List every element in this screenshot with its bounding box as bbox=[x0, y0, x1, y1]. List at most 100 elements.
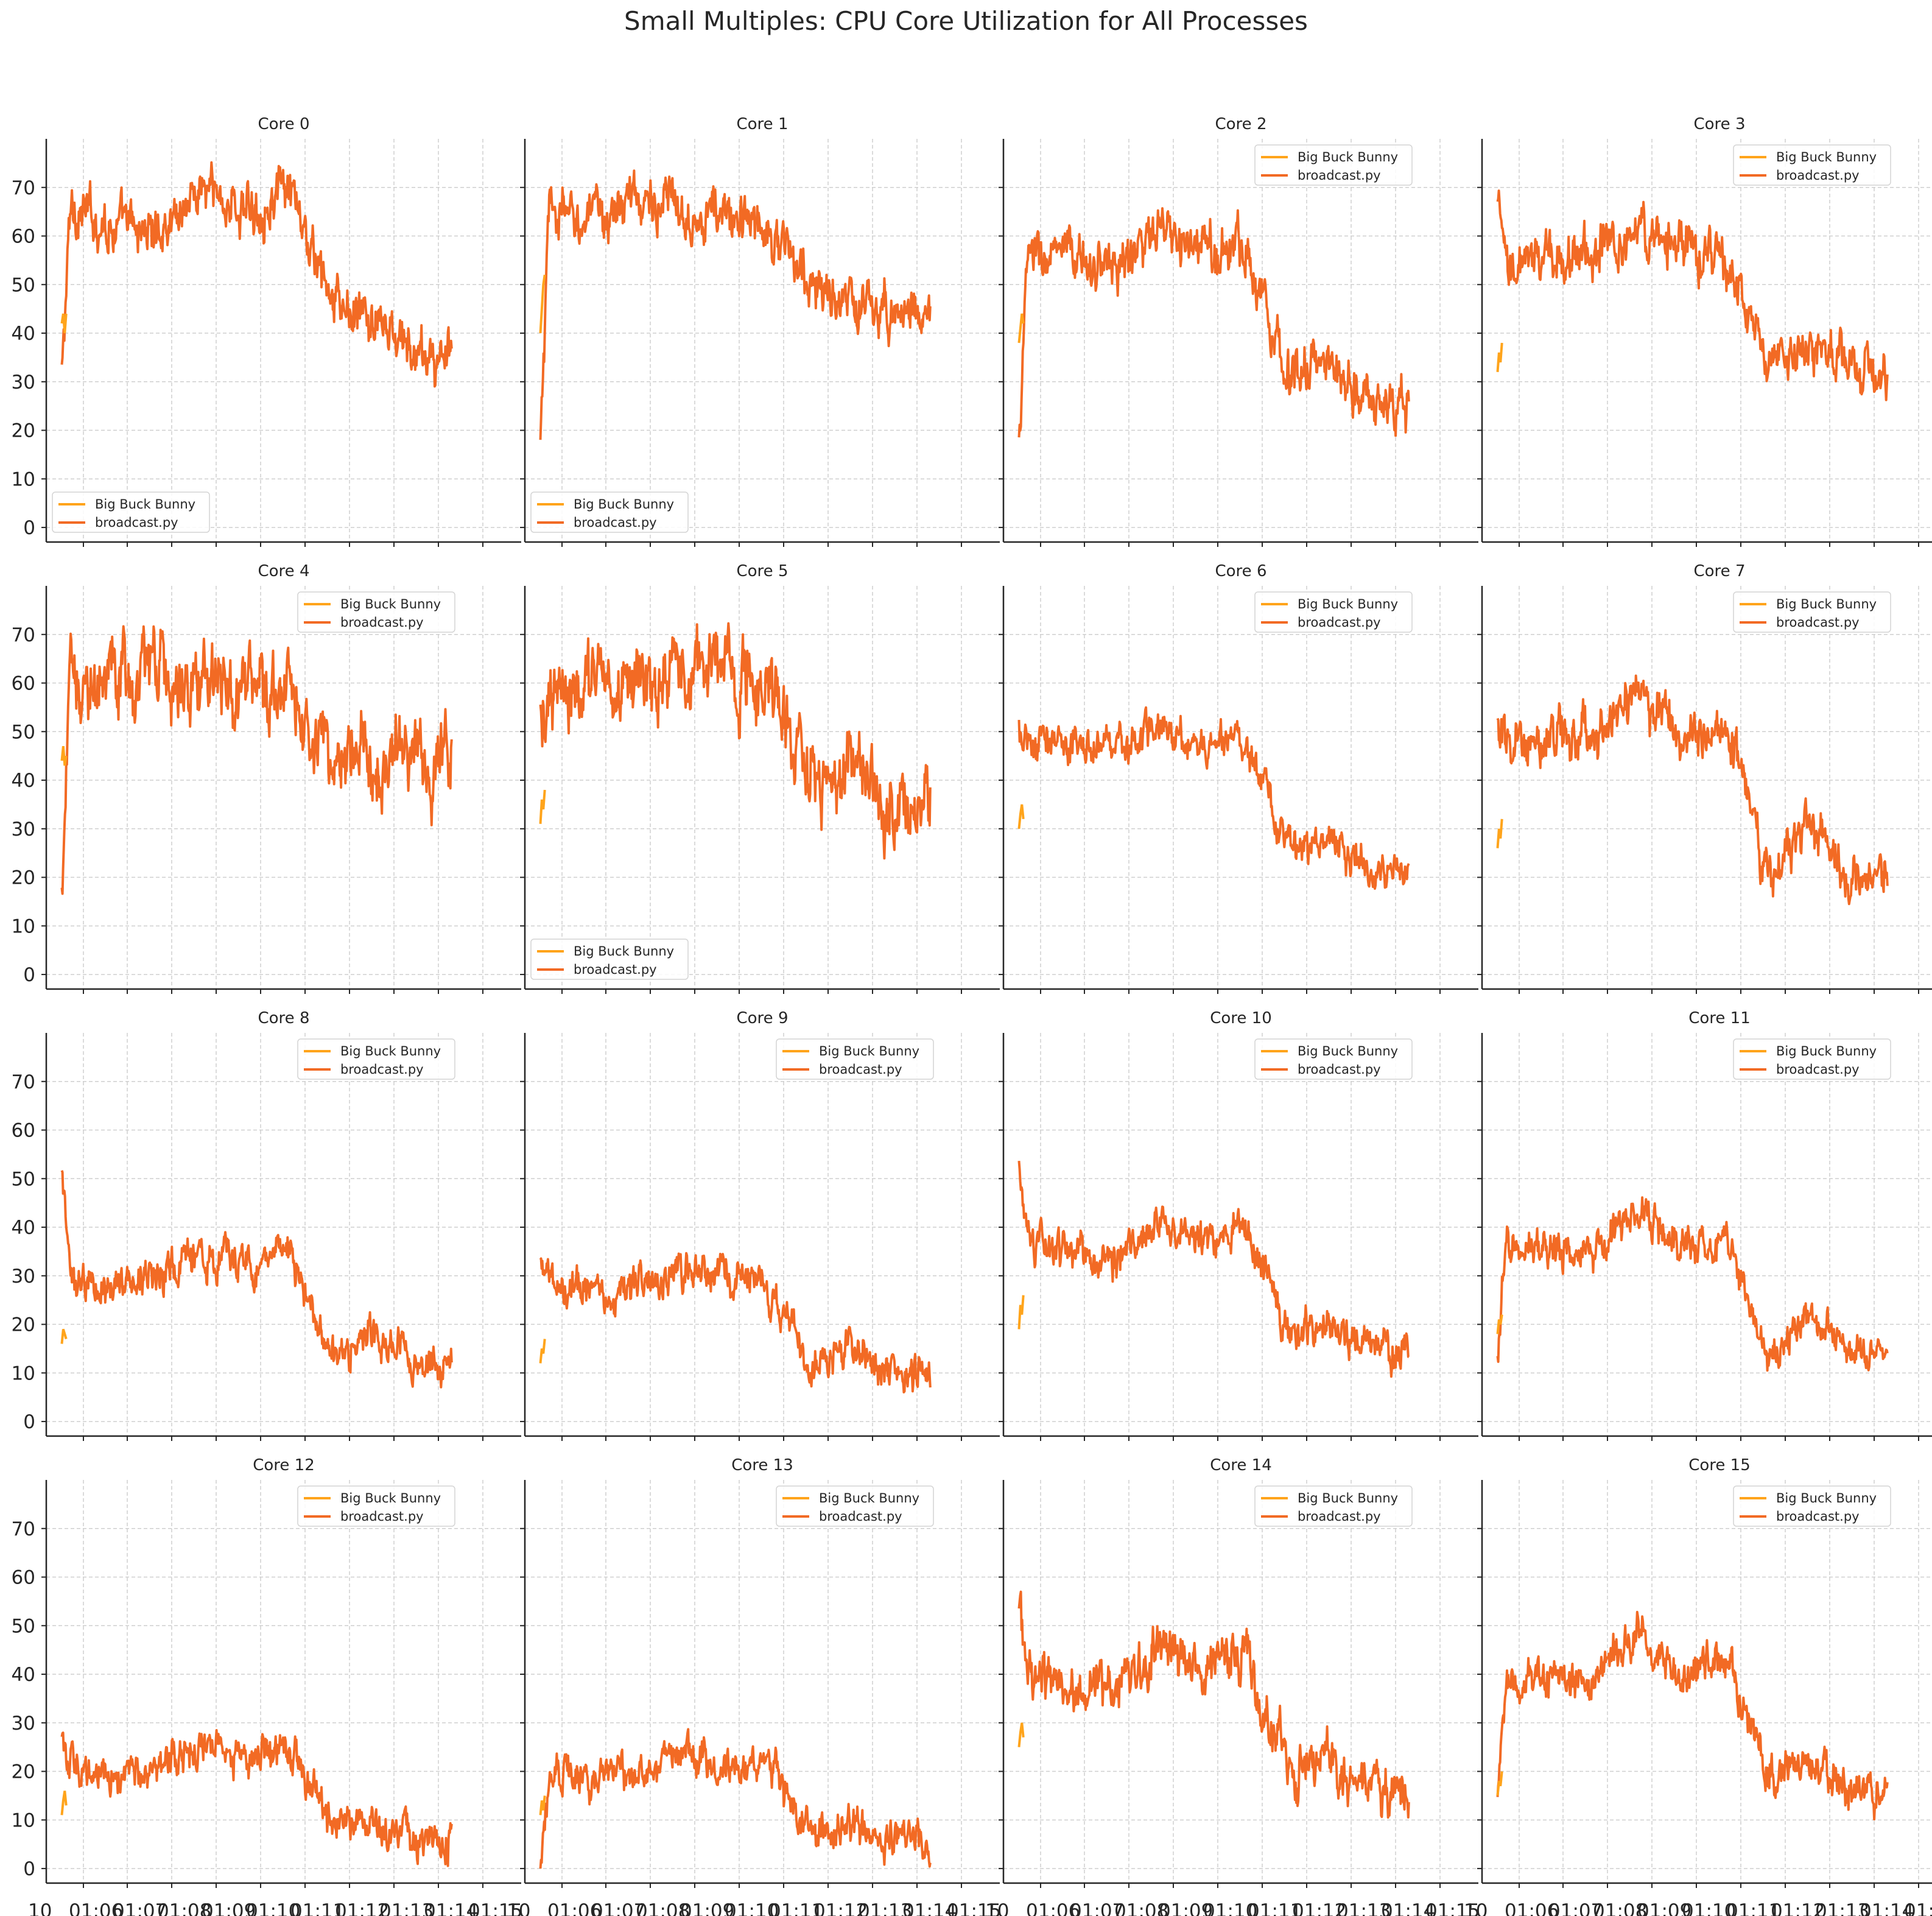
series-line-big-buck-bunny bbox=[1496, 819, 1503, 848]
legend-label: broadcast.py bbox=[819, 1062, 902, 1077]
y-tick-label: 40 bbox=[12, 770, 35, 792]
legend-label: Big Buck Bunny bbox=[1776, 150, 1877, 164]
panel-core-8: 0 10 20 30 40 50 60 70 Core 8 Big Buck Bunny broad… bbox=[12, 1009, 521, 1441]
x-tick-label: 01:12 bbox=[813, 1900, 868, 1916]
legend-label: broadcast.py bbox=[574, 962, 657, 977]
series-line-big-buck-bunny bbox=[1496, 1771, 1503, 1796]
legend-label: Big Buck Bunny bbox=[340, 597, 441, 611]
panel-title: Core 11 bbox=[1688, 1009, 1751, 1027]
x-tick-label: 01:06 bbox=[69, 1900, 123, 1916]
y-tick-label: 0 bbox=[23, 1858, 35, 1880]
legend-box bbox=[1254, 591, 1413, 633]
legend-label: broadcast.py bbox=[340, 615, 424, 630]
series-line-broadcast-py bbox=[60, 1170, 453, 1389]
x-tick-label: 01:07 bbox=[591, 1900, 645, 1916]
legend-label: Big Buck Bunny bbox=[1298, 597, 1398, 611]
legend-box bbox=[530, 939, 689, 980]
series-line-broadcast-py bbox=[1017, 1160, 1410, 1378]
legend-box bbox=[52, 491, 210, 533]
x-tick-label: 01:14 bbox=[424, 1900, 478, 1916]
x-tick-label: 01:14 bbox=[1381, 1900, 1435, 1916]
series-line-big-buck-bunny bbox=[60, 313, 68, 334]
legend: Big Buck Bunny broadcast.py bbox=[297, 1038, 455, 1080]
series-line-broadcast-py bbox=[539, 1252, 932, 1393]
x-tick-label: 01:15 bbox=[1904, 1900, 1932, 1916]
panel-title: Core 12 bbox=[253, 1456, 315, 1474]
series-line-big-buck-bunny bbox=[1496, 1314, 1503, 1334]
legend-label: Big Buck Bunny bbox=[1776, 1491, 1877, 1506]
x-tick-label: 01:13 bbox=[1337, 1900, 1391, 1916]
x-tick-label: 01:09 bbox=[202, 1900, 256, 1916]
legend-label: broadcast.py bbox=[1776, 1062, 1860, 1077]
legend-box bbox=[297, 1485, 455, 1527]
panel-title: Core 9 bbox=[737, 1009, 789, 1027]
legend: Big Buck Bunny broadcast.py bbox=[297, 591, 455, 633]
panel-title: Core 5 bbox=[737, 562, 789, 580]
legend-label: broadcast.py bbox=[1298, 1062, 1381, 1077]
y-tick-label: 30 bbox=[12, 1266, 35, 1287]
series-line-big-buck-bunny bbox=[60, 746, 68, 766]
panel-title: Core 13 bbox=[731, 1456, 793, 1474]
legend-label: Big Buck Bunny bbox=[819, 1044, 919, 1058]
x-tick-label: 01:09 bbox=[1637, 1900, 1691, 1916]
legend-box bbox=[297, 591, 455, 633]
legend: Big Buck Bunny broadcast.py bbox=[776, 1038, 934, 1080]
x-tick-label: 01:07 bbox=[1070, 1900, 1124, 1916]
x-tick-label: 01:08 bbox=[636, 1900, 690, 1916]
series-line-broadcast-py bbox=[1496, 1196, 1889, 1372]
panel-title: Core 4 bbox=[258, 562, 310, 580]
panel-core-14: 10 01:0601:0701:0801:0901:1001:1101:1201:… bbox=[985, 1456, 1480, 1916]
legend-box bbox=[776, 1485, 934, 1527]
x-tick-label: 01:13 bbox=[1815, 1900, 1869, 1916]
legend-box bbox=[297, 1038, 455, 1080]
panel-core-1: Core 1 Big Buck Bunny broadcast.py bbox=[520, 115, 1000, 547]
panel-title: Core 10 bbox=[1210, 1009, 1272, 1027]
legend-box bbox=[1733, 1038, 1891, 1080]
x-tick-label: 01:09 bbox=[680, 1900, 734, 1916]
legend-box bbox=[1254, 1038, 1413, 1080]
x-tick-label: 01:10 bbox=[1203, 1900, 1257, 1916]
legend-box bbox=[776, 1038, 934, 1080]
legend-label: Big Buck Bunny bbox=[574, 944, 674, 959]
y-tick-label: 30 bbox=[12, 1713, 35, 1735]
y-tick-label: 20 bbox=[12, 867, 35, 889]
legend-label: Big Buck Bunny bbox=[574, 497, 674, 512]
legend: Big Buck Bunny broadcast.py bbox=[1254, 144, 1413, 186]
legend: Big Buck Bunny broadcast.py bbox=[52, 491, 210, 533]
x-tick-label: 01:11 bbox=[769, 1900, 823, 1916]
legend-box bbox=[1254, 144, 1413, 186]
legend-label: broadcast.py bbox=[1298, 168, 1381, 183]
y-tick-label: 60 bbox=[12, 226, 35, 248]
legend-label: broadcast.py bbox=[1776, 1509, 1860, 1524]
panel-title: Core 8 bbox=[258, 1009, 310, 1027]
series-line-broadcast-py bbox=[60, 161, 453, 388]
series-line-broadcast-py bbox=[60, 625, 453, 895]
legend: Big Buck Bunny broadcast.py bbox=[297, 1485, 455, 1527]
panel-core-0: 0 10 20 30 40 50 60 70 Core 0 Big Buck Bunny broad… bbox=[12, 115, 521, 547]
x-tick-label: 01:14 bbox=[902, 1900, 957, 1916]
legend-label: broadcast.py bbox=[1298, 615, 1381, 630]
y-tick-label: 10 bbox=[12, 915, 35, 937]
legend-label: Big Buck Bunny bbox=[1298, 1491, 1398, 1506]
legend-label: broadcast.py bbox=[574, 515, 657, 530]
legend: Big Buck Bunny broadcast.py bbox=[1733, 144, 1891, 186]
x-tick-label: 10 bbox=[28, 1900, 52, 1916]
series-line-big-buck-bunny bbox=[1017, 1295, 1025, 1330]
y-tick-label: 50 bbox=[12, 274, 35, 296]
figure-title: Small Multiples: CPU Core Utilization fo… bbox=[624, 6, 1308, 36]
x-tick-label: 01:10 bbox=[1682, 1900, 1736, 1916]
y-tick-label: 60 bbox=[12, 1567, 35, 1589]
panel-core-15: 10 01:0601:0701:0801:0901:1001:1101:1201:… bbox=[1464, 1456, 1932, 1916]
x-tick-label: 10 bbox=[507, 1900, 530, 1916]
x-tick-label: 01:07 bbox=[1548, 1900, 1603, 1916]
series-line-broadcast-py bbox=[1017, 1590, 1410, 1819]
x-tick-label: 01:07 bbox=[113, 1900, 167, 1916]
series-line-broadcast-py bbox=[1496, 1610, 1889, 1821]
x-tick-label: 01:10 bbox=[246, 1900, 300, 1916]
legend-label: broadcast.py bbox=[95, 515, 178, 530]
x-tick-label: 01:11 bbox=[1726, 1900, 1780, 1916]
x-tick-label: 01:13 bbox=[858, 1900, 912, 1916]
legend-box bbox=[1733, 144, 1891, 186]
